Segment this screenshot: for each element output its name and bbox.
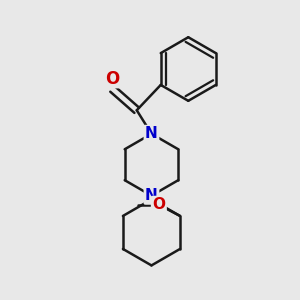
Text: O: O (152, 197, 165, 212)
Text: O: O (106, 70, 120, 88)
Text: N: N (145, 188, 158, 203)
Text: N: N (145, 126, 158, 141)
